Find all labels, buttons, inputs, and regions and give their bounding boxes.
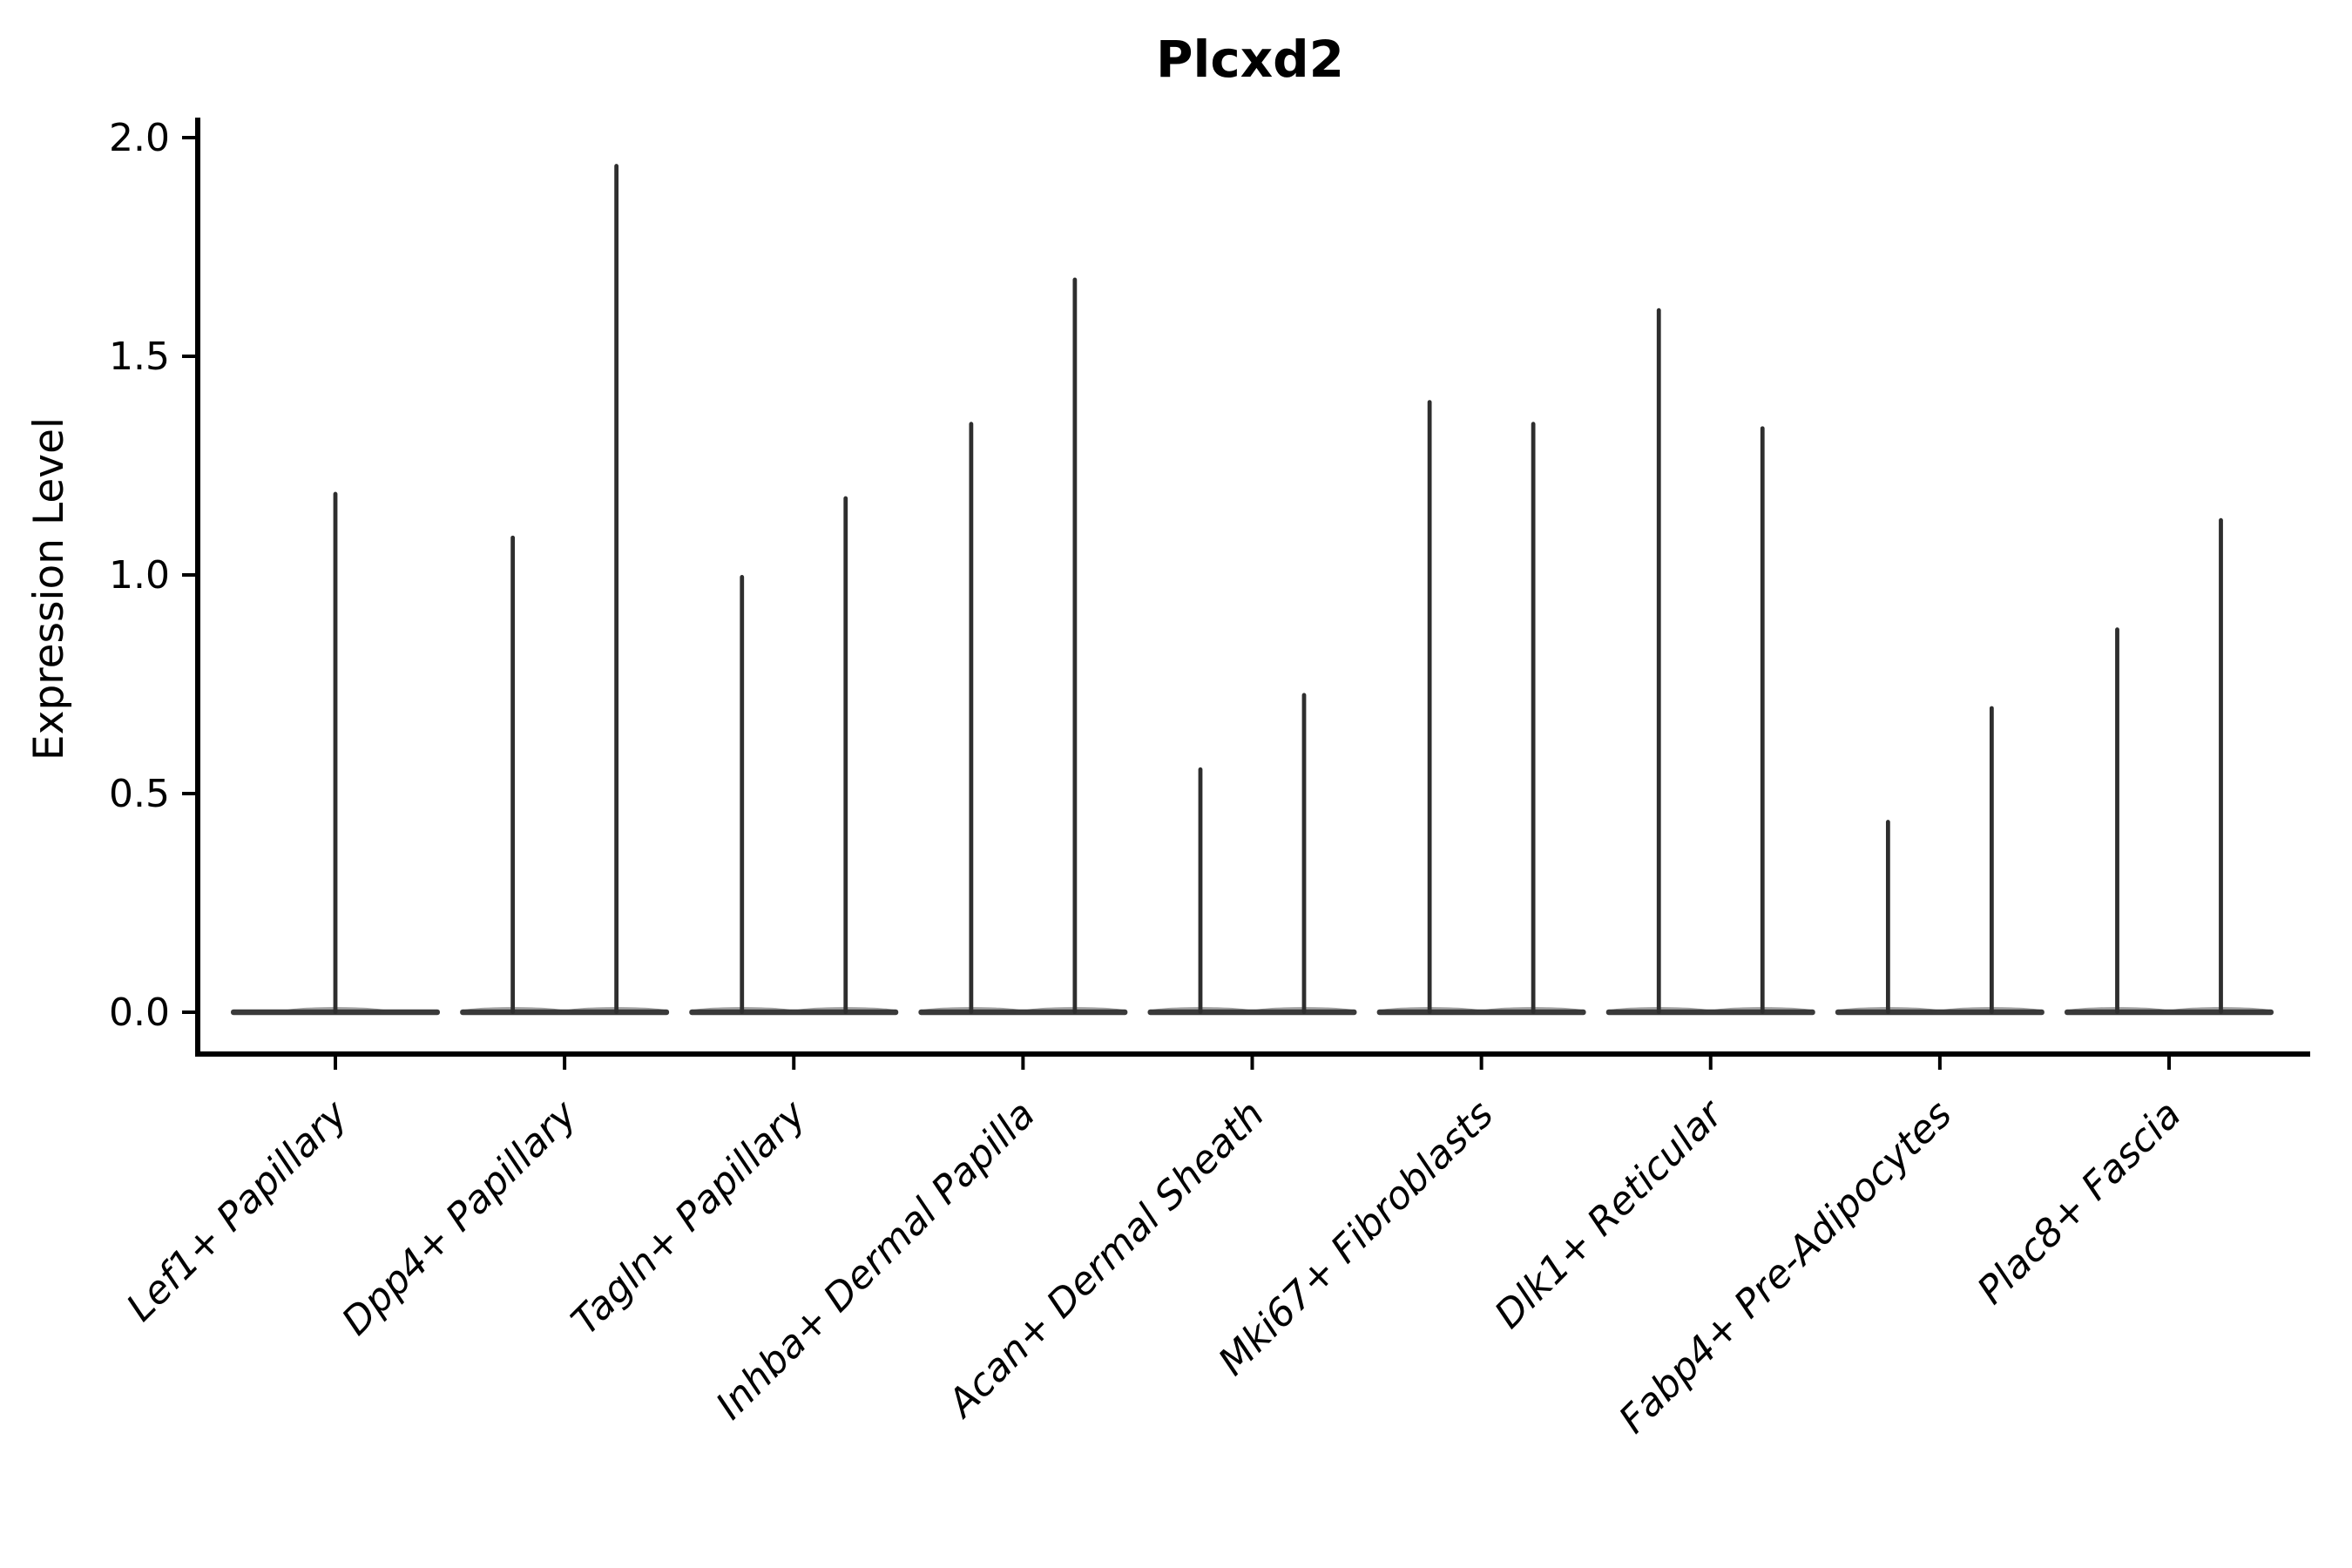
- violin-spike: [510, 535, 516, 1014]
- y-tick-label: 0.0: [109, 990, 170, 1035]
- violin-spike: [1989, 706, 1994, 1014]
- violin-spike: [1198, 767, 1203, 1014]
- violin-spike: [843, 496, 848, 1014]
- y-tick-label: 1.5: [109, 335, 170, 379]
- violin-spike: [614, 164, 619, 1014]
- violin-spike: [1427, 400, 1432, 1014]
- violin-category: [1147, 693, 1357, 1016]
- violin-category: [2065, 517, 2274, 1016]
- chart-title: Plcxd2: [1156, 30, 1344, 89]
- violin-spike: [2219, 517, 2223, 1014]
- violin-spike: [1072, 277, 1078, 1014]
- violin-spike: [2115, 627, 2119, 1014]
- x-tick-label: Lef1+ Papillary: [118, 1092, 357, 1330]
- y-tick-label: 0.5: [109, 772, 170, 816]
- violin-spike: [740, 575, 745, 1014]
- violins-group: [231, 164, 2274, 1016]
- violin-spike: [969, 422, 974, 1014]
- x-tick-label: Plac8+ Fascia: [1969, 1092, 2189, 1313]
- x-tick-label: Dpp4+ Papillary: [334, 1092, 586, 1344]
- violin-spike: [1531, 422, 1536, 1014]
- violin-category: [1376, 400, 1586, 1016]
- violin-category: [1605, 308, 1815, 1016]
- violin-spike: [1885, 820, 1890, 1014]
- x-tick-label: Dlk1+ Reticular: [1486, 1091, 1733, 1337]
- violin-category: [231, 491, 440, 1016]
- y-tick-label: 2.0: [109, 116, 170, 160]
- violin-spike: [1301, 693, 1307, 1014]
- violin-category: [460, 164, 670, 1016]
- y-tick-label: 1.0: [109, 553, 170, 598]
- violin-category: [918, 277, 1128, 1016]
- y-ticks-group: 0.0 0.5 1.0 1.5 2.0: [109, 116, 198, 1035]
- x-tick-label: Tagln+ Papillary: [563, 1092, 814, 1343]
- violin-spike: [333, 491, 338, 1014]
- violin-spike: [1656, 308, 1661, 1014]
- violin-spike: [1760, 426, 1765, 1014]
- violin-category: [689, 496, 899, 1016]
- violin-category: [1835, 706, 2044, 1016]
- y-axis-label: Expression Level: [25, 417, 73, 760]
